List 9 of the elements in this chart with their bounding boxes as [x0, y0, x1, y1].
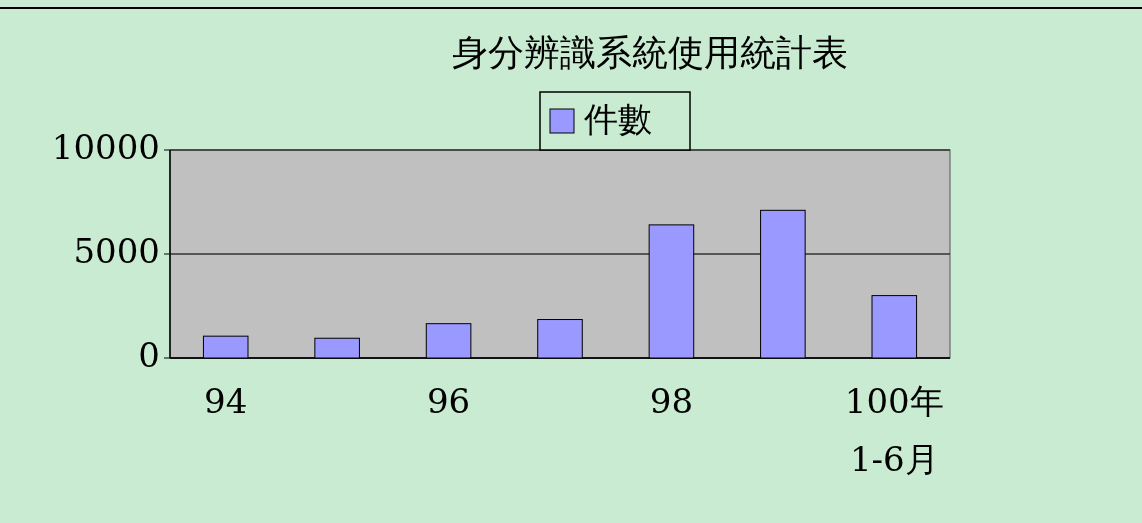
y-tick-label: 0 — [138, 335, 160, 375]
x-tick-label: 96 — [426, 381, 471, 421]
x-tick-label: 100年 1-6月 — [844, 381, 944, 479]
y-tick-label: 5000 — [73, 231, 160, 271]
legend-label: 件數 — [584, 99, 652, 139]
x-tick-label: 98 — [649, 381, 694, 421]
x-tick-label: 94 — [204, 381, 248, 421]
y-tick-label: 10000 — [51, 127, 160, 167]
chart-title: 身分辨識系統使用統計表 — [452, 32, 848, 73]
